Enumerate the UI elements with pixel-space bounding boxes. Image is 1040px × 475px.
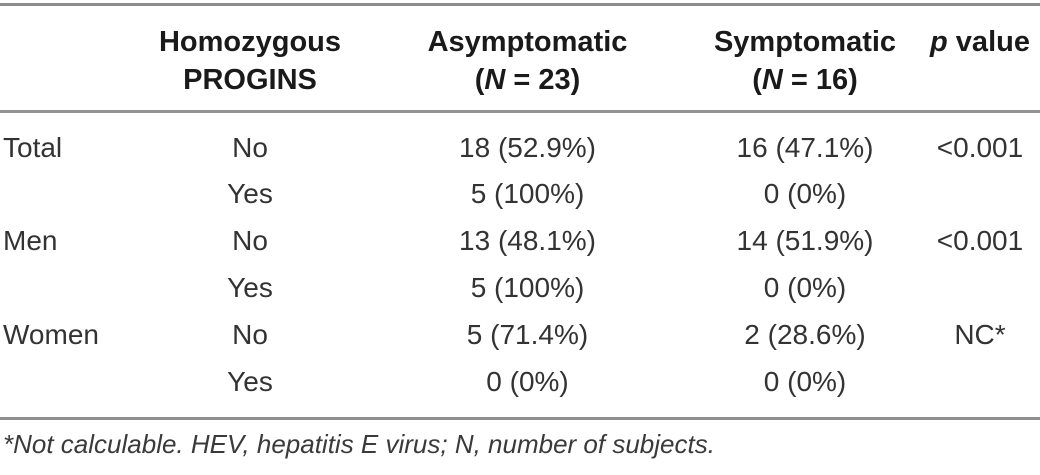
- asymptomatic-cell: 0 (0%): [486, 366, 569, 397]
- symptomatic-n-symbol: N: [761, 64, 783, 96]
- header-homozygous-line1: Homozygous: [158, 26, 342, 58]
- progins-cell: Yes: [227, 178, 273, 209]
- table-row-women-no: Women No 5 (71.4%) 2 (28.6%) NC*: [0, 312, 1040, 359]
- table-footnote: *Not calculable. HEV, hepatitis E virus;…: [0, 416, 1040, 465]
- table-row-men-no: Men No 13 (48.1%) 14 (51.9%) <0.001: [0, 218, 1040, 265]
- row-group-label: [0, 359, 135, 417]
- row-group-label: [0, 171, 135, 218]
- header-row: Homozygous PROGINS Asymptomatic (N = 23)…: [0, 4, 1040, 113]
- progins-cell: Yes: [227, 272, 273, 303]
- p-symbol: p: [930, 26, 948, 58]
- symptomatic-cell: 14 (51.9%): [736, 225, 874, 256]
- p-value-cell: [920, 265, 1040, 312]
- header-asymptomatic-line2: (N = 23): [365, 61, 690, 99]
- header-asymptomatic-line1: Asymptomatic: [427, 26, 628, 58]
- table-row-total-yes: Yes 5 (100%) 0 (0%): [0, 171, 1040, 218]
- row-group-label: [0, 265, 135, 312]
- asymptomatic-cell: 5 (100%): [470, 272, 585, 303]
- asymptomatic-cell: 18 (52.9%): [459, 131, 596, 163]
- symptomatic-cell: 0 (0%): [763, 272, 847, 303]
- table-row-men-yes: Yes 5 (100%) 0 (0%): [0, 265, 1040, 312]
- header-rowlabel: [0, 4, 135, 113]
- asymptomatic-n-value: = 23): [505, 64, 581, 96]
- header-symptomatic-line2: (N = 16): [690, 61, 920, 99]
- table-header: Homozygous PROGINS Asymptomatic (N = 23)…: [0, 4, 1040, 113]
- p-value-cell: [920, 359, 1040, 417]
- symptomatic-cell: 0 (0%): [763, 178, 847, 209]
- p-value-label: value: [947, 26, 1030, 58]
- header-symptomatic: Symptomatic (N = 16): [690, 4, 920, 113]
- asymptomatic-cell: 5 (100%): [470, 178, 585, 209]
- table-row-total-no: Total No 18 (52.9%) 16 (47.1%) <0.001: [0, 112, 1040, 171]
- symptomatic-cell: 0 (0%): [763, 366, 847, 397]
- progins-cell: No: [232, 319, 268, 350]
- row-group-label: Women: [3, 319, 99, 350]
- progins-cell: Yes: [227, 366, 273, 397]
- symptomatic-n-value: = 16): [782, 64, 858, 96]
- symptomatic-cell: 16 (47.1%): [736, 131, 874, 163]
- progins-cell: No: [232, 225, 268, 256]
- row-group-label: Total: [3, 131, 63, 163]
- header-homozygous-line2: PROGINS: [183, 64, 317, 96]
- header-homozygous-progins: Homozygous PROGINS: [135, 4, 365, 113]
- asymptomatic-cell: 5 (71.4%): [466, 319, 589, 350]
- p-value-cell: <0.001: [936, 225, 1024, 256]
- table-row-women-yes: Yes 0 (0%) 0 (0%): [0, 359, 1040, 417]
- header-asymptomatic: Asymptomatic (N = 23): [365, 4, 690, 113]
- symptomatic-cell: 2 (28.6%): [744, 319, 866, 350]
- header-symptomatic-line1: Symptomatic: [713, 26, 897, 58]
- hev-progins-table: Homozygous PROGINS Asymptomatic (N = 23)…: [0, 3, 1040, 465]
- p-value-cell: <0.001: [936, 131, 1024, 163]
- asymptomatic-cell: 13 (48.1%): [459, 225, 596, 256]
- p-value-cell: [920, 171, 1040, 218]
- p-value-cell: NC*: [954, 319, 1006, 350]
- table-body: Total No 18 (52.9%) 16 (47.1%) <0.001 Ye…: [0, 112, 1040, 417]
- symptomatic-n-open: (: [752, 64, 762, 96]
- asymptomatic-n-symbol: N: [484, 64, 506, 96]
- asymptomatic-n-open: (: [474, 64, 485, 96]
- header-p-value: p value: [920, 4, 1040, 113]
- row-group-label: Men: [3, 225, 58, 256]
- data-table: Homozygous PROGINS Asymptomatic (N = 23)…: [0, 3, 1040, 417]
- progins-cell: No: [232, 131, 268, 163]
